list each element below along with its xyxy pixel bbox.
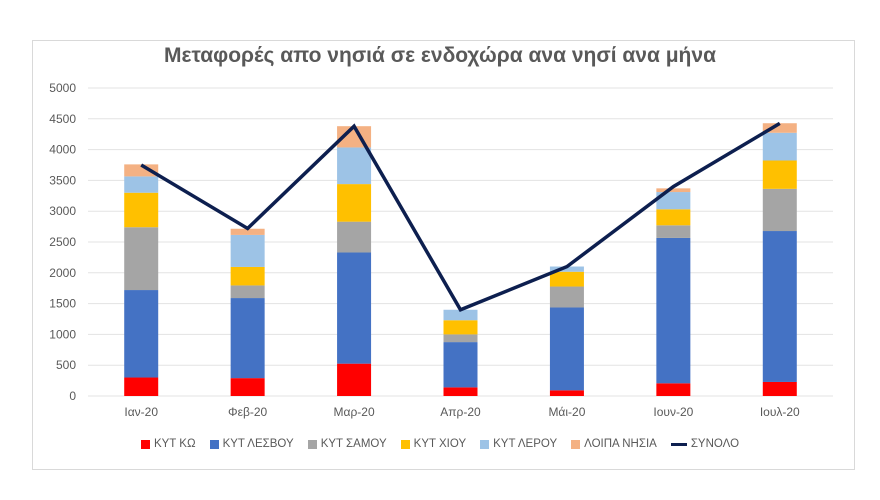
bar-segment xyxy=(656,237,691,384)
bar-segment xyxy=(762,231,797,382)
bar-segment xyxy=(124,192,159,228)
bar-segment xyxy=(549,286,584,308)
x-tick-label: Ιαν-20 xyxy=(124,405,158,419)
bar-segment xyxy=(337,221,372,253)
bar-segment xyxy=(230,228,265,235)
y-tick-label: 2500 xyxy=(49,235,76,249)
x-tick-label: Μαρ-20 xyxy=(334,405,375,419)
y-tick-label: 0 xyxy=(69,389,76,403)
chart-frame xyxy=(32,40,855,470)
y-tick-label: 4000 xyxy=(49,143,76,157)
bar-segment xyxy=(124,164,159,177)
bar-segment xyxy=(762,188,797,232)
bar-segment xyxy=(549,390,584,396)
x-tick-label: Φεβ-20 xyxy=(228,405,267,419)
bar-segment xyxy=(762,160,797,189)
y-tick-label: 1000 xyxy=(49,327,76,341)
legend-item: ΣΥΝΟΛΟ xyxy=(670,438,740,450)
bar-segment xyxy=(762,123,797,133)
legend-swatch xyxy=(307,439,317,449)
legend-swatch xyxy=(400,439,410,449)
bar-segment xyxy=(443,334,478,343)
x-tick-label: Ιουλ-20 xyxy=(760,405,800,419)
bar-segment xyxy=(549,307,584,391)
x-tick-label: Απρ-20 xyxy=(440,405,481,419)
legend-label: ΚΥΤ ΛΕΡΟΥ xyxy=(493,438,558,450)
bar-segment xyxy=(656,188,691,193)
bar-segment xyxy=(230,285,265,299)
y-tick-label: 5000 xyxy=(49,81,76,95)
bar-segment xyxy=(124,176,159,193)
bar-segment xyxy=(230,234,265,267)
legend-label: ΚΥΤ ΧΙΟΥ xyxy=(413,438,467,450)
bar-segment xyxy=(549,271,584,287)
legend-swatch xyxy=(670,442,687,446)
legend: ΚΥΤ ΚΩ ΚΥΤ ΛΕΣΒΟΥ ΚΥΤ ΣΑΜΟΥ ΚΥΤ ΧΙΟΥ ΚΥΤ ΛΕΡ… xyxy=(0,438,880,450)
legend-item: ΚΥΤ ΧΙΟΥ xyxy=(400,438,467,450)
bar-segment xyxy=(124,377,159,396)
bar-segment xyxy=(337,363,372,396)
bar-segment xyxy=(443,309,478,321)
bar-segment xyxy=(443,387,478,396)
bar-segment xyxy=(443,342,478,388)
legend-label: ΣΥΝΟΛΟ xyxy=(690,438,740,450)
bar-segment xyxy=(337,147,372,185)
legend-item: ΚΥΤ ΚΩ xyxy=(140,438,196,450)
bar-segment xyxy=(230,378,265,396)
bar-segment xyxy=(124,290,159,378)
bar-segment xyxy=(337,184,372,222)
x-tick-label: Μάι-20 xyxy=(548,405,585,419)
bar-segment xyxy=(656,383,691,396)
y-tick-label: 1500 xyxy=(49,297,76,311)
legend-label: ΛΟΙΠΑ ΝΗΣΙΑ xyxy=(584,438,657,450)
legend-label: ΚΥΤ ΚΩ xyxy=(153,438,196,450)
y-tick-label: 500 xyxy=(56,358,76,372)
bar-segment xyxy=(762,381,797,396)
bar-segment xyxy=(230,266,265,286)
bar-segment xyxy=(549,266,584,272)
bar-segment xyxy=(230,298,265,379)
legend-swatch xyxy=(209,439,219,449)
legend-label: ΚΥΤ ΣΑΜΟΥ xyxy=(320,438,387,450)
bar-segment xyxy=(656,192,691,210)
legend-label: ΚΥΤ ΛΕΣΒΟΥ xyxy=(222,438,294,450)
legend-item: ΚΥΤ ΛΕΣΒΟΥ xyxy=(209,438,294,450)
legend-item: ΚΥΤ ΛΕΡΟΥ xyxy=(480,438,557,450)
y-tick-label: 4500 xyxy=(49,112,76,126)
bar-segment xyxy=(656,225,691,238)
y-tick-label: 3000 xyxy=(49,204,76,218)
bar-segment xyxy=(337,252,372,364)
legend-item: ΚΥΤ ΣΑΜΟΥ xyxy=(307,438,387,450)
legend-swatch xyxy=(140,439,150,449)
bar-segment xyxy=(124,227,159,291)
chart-title: Μεταφορές απο νησιά σε ενδοχώρα ανα νησί… xyxy=(164,44,716,67)
bar-segment xyxy=(443,320,478,335)
y-tick-label: 2000 xyxy=(49,266,76,280)
bar-segment xyxy=(762,132,797,161)
y-tick-label: 3500 xyxy=(49,173,76,187)
legend-item: ΛΟΙΠΑ ΝΗΣΙΑ xyxy=(571,438,657,450)
x-tick-label: Ιουν-20 xyxy=(653,405,693,419)
legend-swatch xyxy=(571,439,581,449)
legend-swatch xyxy=(480,439,490,449)
bar-segment xyxy=(656,209,691,226)
